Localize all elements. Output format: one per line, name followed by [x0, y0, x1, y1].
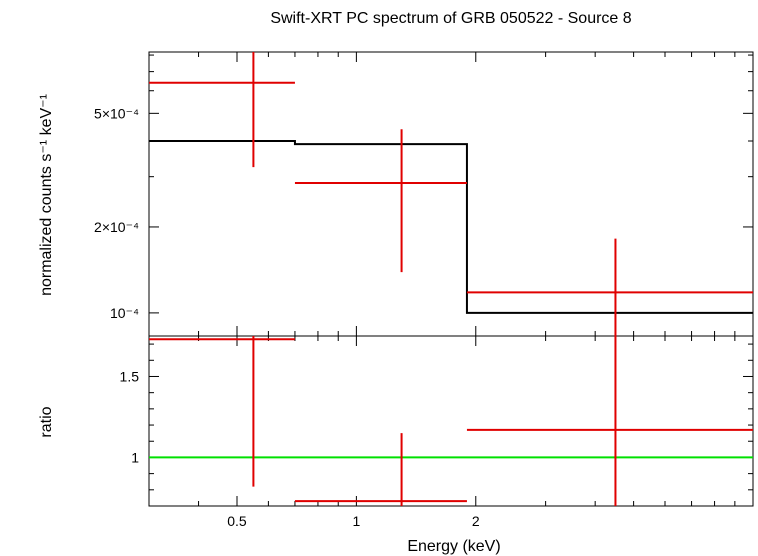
chart-title: Swift-XRT PC spectrum of GRB 050522 - So… — [270, 10, 631, 27]
spectrum-y-tick-label: 5×10⁻⁴ — [94, 105, 139, 121]
spectrum-y-tick-label: 2×10⁻⁴ — [94, 219, 139, 235]
spectrum-plot-frame — [148, 51, 754, 337]
x-tick-label: 2 — [472, 513, 480, 529]
x-tick-label: 1 — [352, 513, 360, 529]
spectrum-y-tick-label: 10⁻⁴ — [110, 305, 139, 321]
model-step-line — [149, 140, 753, 314]
ratio-y-axis-label: ratio — [38, 406, 55, 437]
spectrum-y-axis-label: normalized counts s⁻¹ keV⁻¹ — [38, 94, 55, 296]
ratio-y-tick-label: 1.5 — [120, 368, 140, 384]
x-tick-label: 0.5 — [227, 513, 247, 529]
ratio-y-tick-label: 1 — [131, 449, 139, 465]
plot-layer: 0.5 1 2 5×10⁻⁴ 2×10⁻⁴ 10⁻⁴ 1.5 1 — [94, 51, 754, 529]
ratio-plot-frame — [148, 335, 754, 507]
x-axis-label: Energy (keV) — [407, 538, 500, 555]
